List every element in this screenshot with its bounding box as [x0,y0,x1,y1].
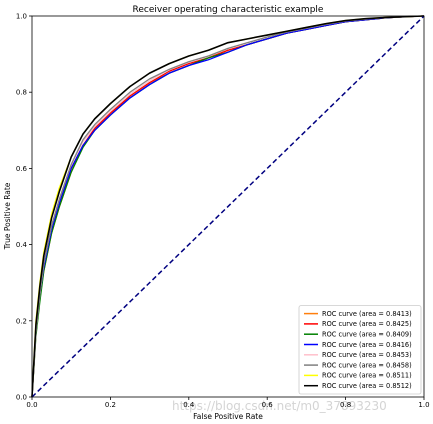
y-tick-label: 1.0 [16,13,27,21]
plot-frame [31,15,425,398]
series-group [31,15,425,398]
legend-label: ROC curve (area = 0.8511) [322,372,412,380]
x-tick-label: 1.0 [418,401,429,409]
roc-curve-4 [31,15,425,398]
y-tick-label: 0.0 [16,394,27,402]
chance-diagonal-line [31,15,425,398]
watermark-text: https://blog.csdn.net/m0_37893230 [172,399,387,413]
legend-label: ROC curve (area = 0.8409) [322,331,412,339]
y-tick-label: 0.2 [16,317,27,325]
y-tick-label: 0.8 [16,89,27,97]
y-tick-label: 0.6 [16,165,28,173]
legend-label: ROC curve (area = 0.8413) [322,310,412,318]
legend-label: ROC curve (area = 0.8453) [322,351,412,359]
x-tick-label: 0.2 [105,401,116,409]
legend-label: ROC curve (area = 0.8512) [322,382,412,390]
axis-ticks: 0.0 0.2 0.4 0.6 0.8 1.0 0.0 0.2 0.4 0.6 0.8 1.0 [16,13,430,410]
y-tick-label: 0.4 [16,241,28,249]
x-tick-label: 0.8 [340,401,351,409]
roc-curve-8 [31,15,425,398]
legend-box [298,305,422,395]
legend-label: ROC curve (area = 0.8458) [322,361,412,369]
legend-label: ROC curve (area = 0.8416) [322,341,412,349]
legend-label: ROC curve (area = 0.8425) [322,320,412,328]
chart-title: Receiver operating characteristic exampl… [133,5,324,15]
y-axis-label: True Positive Rate [3,182,12,250]
x-tick-label: 0.6 [262,401,274,409]
x-tick-label: 0.4 [183,401,195,409]
legend: ROC curve (area = 0.8413) ROC curve (area… [298,305,422,395]
x-tick-label: 0.0 [26,401,37,409]
x-axis-label: False Positive Rate [193,412,263,421]
